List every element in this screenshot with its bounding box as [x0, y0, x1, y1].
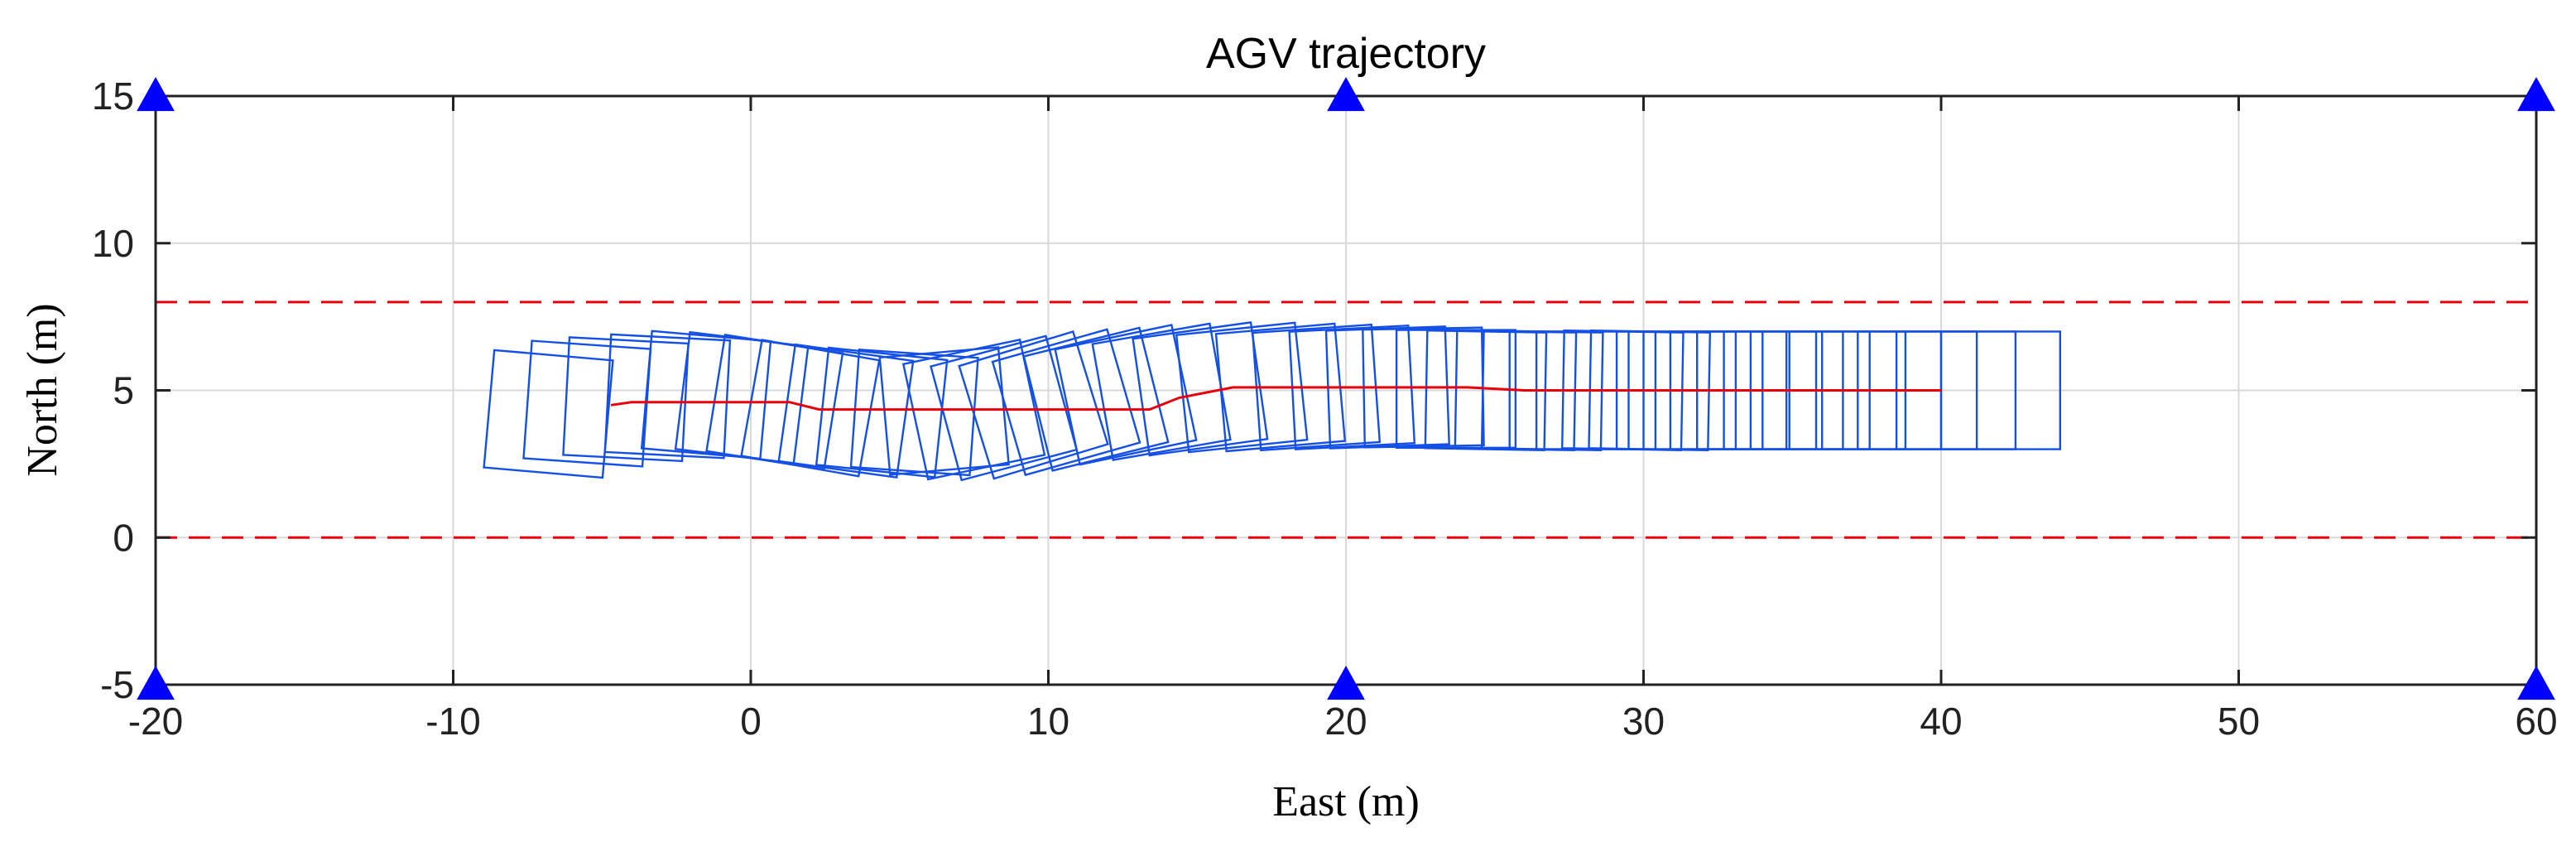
- anchor-marker: [2517, 665, 2555, 700]
- vehicle-footprint: [849, 349, 979, 477]
- axis-ticks: -20 -10 0 10 20 30 40 50 60 -5 0 5 10 15: [92, 75, 2558, 743]
- vehicle-footprint: [815, 346, 949, 479]
- y-tick-label: 15: [92, 75, 134, 118]
- vehicle-footprint: [1091, 322, 1232, 461]
- vehicle-footprint: [958, 330, 1109, 480]
- vehicle-footprint: [483, 349, 614, 479]
- y-tick-label: -5: [100, 663, 134, 706]
- anchor-marker: [1327, 76, 1365, 112]
- chart-title: AGV trajectory: [1206, 30, 1486, 78]
- x-tick-label: -20: [128, 700, 183, 743]
- vehicle-footprint: [1252, 323, 1382, 452]
- x-tick-label: 40: [1920, 700, 1962, 743]
- x-tick-label: 60: [2515, 700, 2557, 743]
- x-tick-label: 10: [1027, 700, 1069, 743]
- vehicle-footprint: [878, 346, 1010, 476]
- x-tick-label: 20: [1324, 700, 1367, 743]
- x-tick-label: 50: [2218, 700, 2260, 743]
- vehicle-footprint: [1939, 330, 2062, 450]
- anchor-markers: [137, 76, 2555, 700]
- vehicle-footprint: [930, 334, 1079, 482]
- anchor-marker: [1327, 665, 1365, 700]
- vehicle-footprints: [483, 321, 2062, 482]
- vehicle-footprint: [1022, 326, 1170, 472]
- vehicle-footprint: [1288, 324, 1416, 450]
- y-tick-label: 5: [113, 369, 134, 412]
- vehicle-footprint: [901, 338, 1046, 481]
- vehicle-footprint: [1214, 322, 1347, 453]
- anchor-marker: [2517, 76, 2555, 112]
- y-axis-label: North (m): [19, 303, 66, 476]
- y-tick-label: 0: [113, 516, 134, 559]
- vehicle-footprint: [1054, 324, 1198, 466]
- vehicle-footprint: [1175, 321, 1309, 454]
- x-axis-label: East (m): [1272, 778, 1420, 825]
- x-tick-label: 0: [740, 700, 762, 743]
- vehicle-footprint: [1132, 321, 1269, 457]
- anchor-marker: [137, 665, 175, 700]
- vehicle-footprint: [1362, 326, 1485, 449]
- x-tick-label: 30: [1622, 700, 1665, 743]
- anchor-marker: [137, 76, 175, 112]
- vehicle-footprint: [603, 333, 732, 459]
- x-tick-label: -10: [425, 700, 480, 743]
- trajectory-path: [610, 386, 1941, 411]
- trajectory-line: [610, 386, 1941, 411]
- vehicle-footprint: [991, 328, 1141, 477]
- y-tick-label: 10: [92, 222, 134, 265]
- vehicle-footprint: [777, 343, 915, 479]
